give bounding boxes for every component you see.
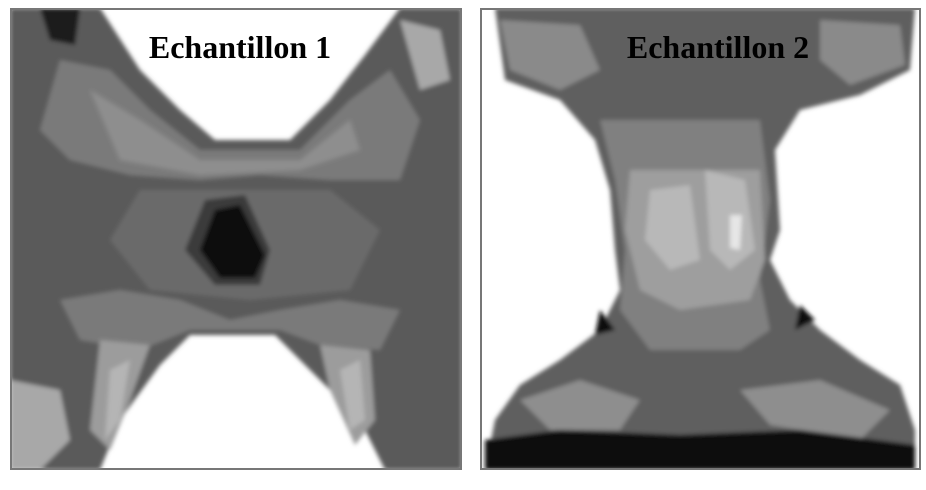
panel-1: Echantillon 1 [10, 8, 462, 470]
panel-label: Echantillon 1 [149, 29, 331, 65]
panel-2: Echantillon 2 [480, 8, 921, 470]
figure: Echantillon 1 Echantillon 2 [0, 0, 926, 490]
panel-label: Echantillon 2 [627, 29, 809, 65]
